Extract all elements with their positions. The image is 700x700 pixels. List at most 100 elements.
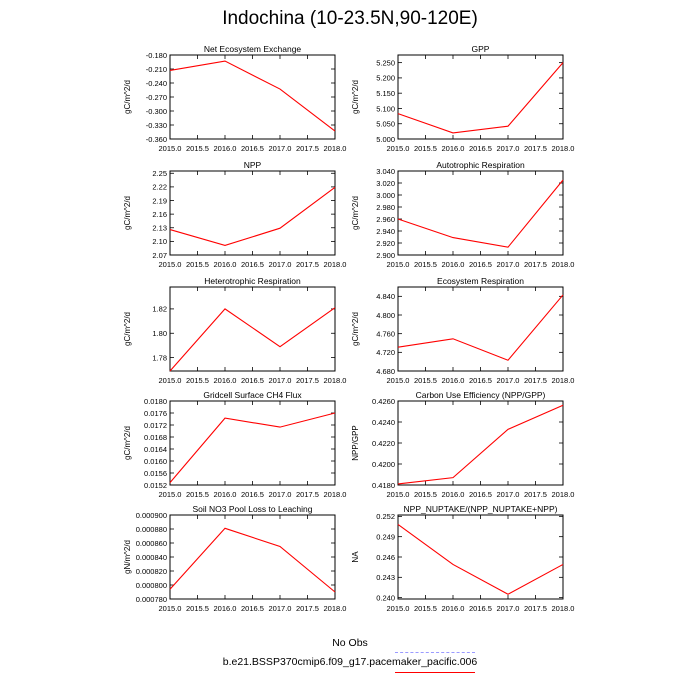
plot-frame xyxy=(169,514,336,600)
x-tick-label: 2018.0 xyxy=(324,144,347,153)
x-tick-label: 2017.0 xyxy=(269,144,292,153)
x-tick-label: 2015.5 xyxy=(414,490,437,499)
chart-title: Gridcell Surface CH4 Flux xyxy=(203,390,302,400)
series-line xyxy=(169,412,336,483)
y-tick-label: 0.240 xyxy=(376,593,395,602)
x-tick-label: 2016.5 xyxy=(241,490,264,499)
plot-frame xyxy=(169,170,336,256)
x-tick-label: 2016.5 xyxy=(469,604,492,613)
x-tick-label: 2017.0 xyxy=(269,490,292,499)
x-tick-label: 2018.0 xyxy=(324,260,347,269)
y-tick-label: 0.000900 xyxy=(136,511,167,520)
x-tick-label: 2015.0 xyxy=(159,490,182,499)
y-tick-label: 5.000 xyxy=(376,135,395,144)
y-axis-label: gC/m^2/d xyxy=(351,80,360,114)
x-tick-label: 2016.5 xyxy=(469,376,492,385)
x-tick-label: 2016.5 xyxy=(469,144,492,153)
x-tick-label: 2016.0 xyxy=(442,260,465,269)
series-line xyxy=(169,60,336,132)
x-tick-label: 2017.5 xyxy=(296,376,319,385)
x-tick-label: 2017.0 xyxy=(497,260,520,269)
x-tick-label: 2017.0 xyxy=(269,376,292,385)
x-tick-label: 2016.5 xyxy=(469,260,492,269)
x-tick-label: 2017.5 xyxy=(296,260,319,269)
y-tick-label: 0.0164 xyxy=(144,445,167,454)
y-tick-label: 0.4220 xyxy=(372,439,395,448)
chart-panel-5: Heterotrophic Respiration 2015.0 2015.5 201… xyxy=(123,276,346,385)
y-tick-label: -0.360 xyxy=(146,135,167,144)
x-tick-label: 2016.0 xyxy=(442,144,465,153)
y-tick-label: 0.249 xyxy=(376,532,395,541)
plot-frame xyxy=(397,286,564,372)
x-tick-label: 2016.0 xyxy=(214,376,237,385)
x-tick-label: 2017.5 xyxy=(524,260,547,269)
x-tick-label: 2016.0 xyxy=(214,260,237,269)
page-title: Indochina (10-23.5N,90-120E) xyxy=(222,8,478,29)
chart-title: Ecosystem Respiration xyxy=(437,276,524,286)
x-tick-label: 2015.5 xyxy=(414,260,437,269)
legend-obs-line xyxy=(395,652,475,653)
y-tick-label: 0.4180 xyxy=(372,481,395,490)
y-tick-label: 4.840 xyxy=(376,292,395,301)
x-tick-label: 2015.0 xyxy=(387,490,410,499)
y-tick-label: 4.760 xyxy=(376,329,395,338)
y-axis-label: gC/m^2/d xyxy=(351,312,360,346)
y-tick-label: 1.80 xyxy=(152,329,167,338)
x-tick-label: 2015.5 xyxy=(186,260,209,269)
y-tick-label: 5.150 xyxy=(376,89,395,98)
x-tick-label: 2015.0 xyxy=(159,144,182,153)
y-tick-label: 2.19 xyxy=(152,196,167,205)
y-tick-label: -0.210 xyxy=(146,65,167,74)
y-tick-label: 0.246 xyxy=(376,553,395,562)
x-tick-label: 2015.0 xyxy=(387,604,410,613)
x-tick-label: 2017.0 xyxy=(497,490,520,499)
chart-title: Heterotrophic Respiration xyxy=(204,276,301,286)
x-tick-label: 2016.0 xyxy=(214,490,237,499)
x-tick-label: 2015.5 xyxy=(414,144,437,153)
y-tick-label: 0.0176 xyxy=(144,409,167,418)
y-tick-label: 2.25 xyxy=(152,169,167,178)
chart-panel-7: Gridcell Surface CH4 Flux 2015.0 2015.5 201… xyxy=(123,390,346,499)
chart-title: Carbon Use Efficiency (NPP/GPP) xyxy=(416,390,546,400)
y-tick-label: 2.960 xyxy=(376,215,395,224)
y-axis-label: gN/m^2/d xyxy=(123,540,132,574)
x-tick-label: 2016.5 xyxy=(241,144,264,153)
x-tick-label: 2018.0 xyxy=(324,490,347,499)
x-tick-label: 2018.0 xyxy=(552,260,575,269)
x-tick-label: 2015.0 xyxy=(387,144,410,153)
y-tick-label: 0.0156 xyxy=(144,469,167,478)
y-axis-label: gC/m^2/d xyxy=(123,312,132,346)
y-tick-label: 0.0152 xyxy=(144,481,167,490)
y-tick-label: 2.920 xyxy=(376,239,395,248)
chart-title: Soil NO3 Pool Loss to Leaching xyxy=(192,504,312,514)
x-tick-label: 2016.0 xyxy=(442,490,465,499)
chart-panel-2: GPP 2015.0 2015.5 2016.0 2016.5 2017.0 2017.5 2… xyxy=(351,44,574,153)
chart-panel-9: Soil NO3 Pool Loss to Leaching 2015.0 2015… xyxy=(123,504,346,613)
plot-frame xyxy=(169,286,336,372)
x-tick-label: 2017.5 xyxy=(296,490,319,499)
series-line xyxy=(169,307,336,372)
legend-model-line xyxy=(395,672,475,673)
y-tick-label: 2.10 xyxy=(152,237,167,246)
y-tick-label: -0.240 xyxy=(146,79,167,88)
y-tick-label: 4.800 xyxy=(376,311,395,320)
y-tick-label: 2.22 xyxy=(152,183,167,192)
y-tick-label: 0.000860 xyxy=(136,539,167,548)
chart-panel-1: Net Ecosystem Exchange 2015.0 2015.5 2016.0… xyxy=(123,44,346,153)
y-axis-label: NA xyxy=(351,551,360,563)
x-tick-label: 2016.0 xyxy=(442,376,465,385)
plot-frame xyxy=(169,54,336,140)
x-tick-label: 2016.0 xyxy=(214,144,237,153)
x-tick-label: 2018.0 xyxy=(552,604,575,613)
series-line xyxy=(397,524,564,595)
y-tick-label: 0.0172 xyxy=(144,421,167,430)
x-tick-label: 2016.0 xyxy=(214,604,237,613)
y-axis-label: gC/m^2/d xyxy=(123,196,132,230)
x-tick-label: 2017.5 xyxy=(524,604,547,613)
plot-frame xyxy=(169,400,336,486)
x-tick-label: 2016.5 xyxy=(241,260,264,269)
x-tick-label: 2017.0 xyxy=(497,144,520,153)
y-tick-label: 0.000880 xyxy=(136,525,167,534)
x-tick-label: 2016.5 xyxy=(241,604,264,613)
y-tick-label: 3.020 xyxy=(376,179,395,188)
